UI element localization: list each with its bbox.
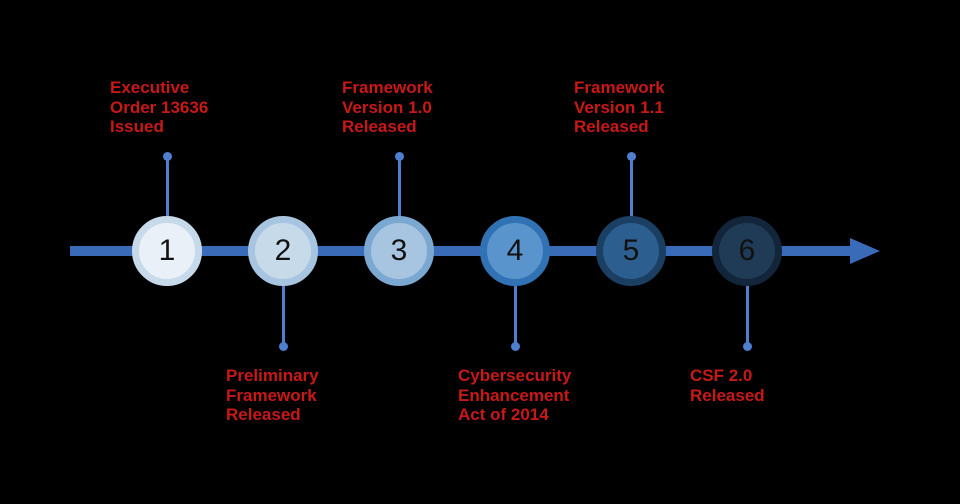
timeline-node-circle: 5 bbox=[596, 216, 666, 286]
connector bbox=[166, 156, 169, 216]
connector-dot bbox=[627, 152, 636, 161]
timeline-node-circle: 6 bbox=[712, 216, 782, 286]
connector bbox=[630, 156, 633, 216]
timeline-node-circle: 1 bbox=[132, 216, 202, 286]
connector bbox=[398, 156, 401, 216]
connector bbox=[746, 286, 749, 346]
timeline-node-number: 2 bbox=[275, 234, 292, 268]
connector-dot bbox=[743, 342, 752, 351]
timeline-node-circle: 3 bbox=[364, 216, 434, 286]
timeline-node-number: 1 bbox=[159, 234, 176, 268]
connector-dot bbox=[511, 342, 520, 351]
connector-dot bbox=[163, 152, 172, 161]
timeline-node: 1 bbox=[132, 216, 202, 286]
connector bbox=[514, 286, 517, 346]
timeline-label: Framework Version 1.1 Released bbox=[574, 78, 665, 137]
timeline-node-circle: 2 bbox=[248, 216, 318, 286]
timeline-label: Framework Version 1.0 Released bbox=[342, 78, 433, 137]
connector-dot bbox=[279, 342, 288, 351]
timeline-node: 6 bbox=[712, 216, 782, 286]
timeline-node: 5 bbox=[596, 216, 666, 286]
timeline-arrowhead bbox=[850, 238, 880, 264]
connector-dot bbox=[395, 152, 404, 161]
timeline-node: 3 bbox=[364, 216, 434, 286]
timeline-label: CSF 2.0 Released bbox=[690, 366, 765, 405]
timeline-node-number: 5 bbox=[623, 234, 640, 268]
connector bbox=[282, 286, 285, 346]
timeline-node-number: 4 bbox=[507, 234, 524, 268]
timeline-node-number: 6 bbox=[739, 234, 756, 268]
timeline-node-circle: 4 bbox=[480, 216, 550, 286]
timeline-label: Cybersecurity Enhancement Act of 2014 bbox=[458, 366, 571, 425]
timeline-node-number: 3 bbox=[391, 234, 408, 268]
timeline-label: Preliminary Framework Released bbox=[226, 366, 319, 425]
timeline-node: 4 bbox=[480, 216, 550, 286]
timeline-diagram: 1 Executive Order 13636 Issued 2 Preliminar… bbox=[0, 0, 960, 504]
timeline-label: Executive Order 13636 Issued bbox=[110, 78, 208, 137]
timeline-node: 2 bbox=[248, 216, 318, 286]
